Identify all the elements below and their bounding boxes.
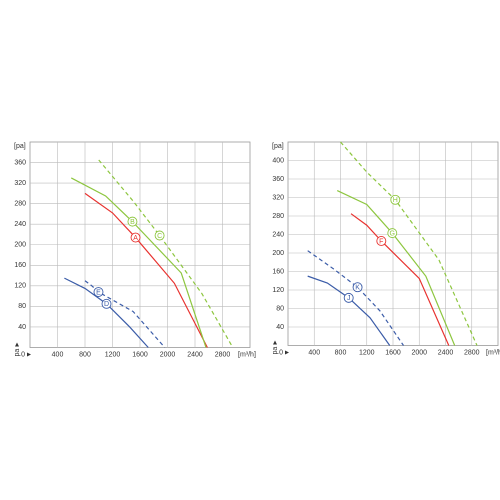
curve-marker [376, 236, 387, 246]
y-tick-label: 200 [14, 242, 26, 249]
curve-label: E [96, 289, 101, 296]
curve-marker [130, 232, 141, 243]
curve-marker [387, 228, 398, 239]
x-tick-label: 2000 [411, 349, 427, 356]
x-tick-label: 2800 [464, 349, 480, 356]
curve-marker [352, 282, 363, 293]
y-tick-label: 360 [14, 159, 26, 166]
curve-label: K [355, 285, 360, 292]
curve-label: A [133, 235, 138, 242]
y-tick-label: 280 [272, 213, 284, 220]
y-tick-label: 80 [18, 303, 26, 310]
x-axis-label: [m³/h] [238, 351, 256, 358]
curve-marker [343, 292, 354, 303]
y-axis-label-bottom: pa [14, 349, 21, 357]
curve-label: D [104, 301, 109, 308]
curve [98, 159, 234, 348]
y-tick-label: 120 [272, 287, 284, 294]
y-tick-label: 400 [272, 157, 284, 164]
curve-marker [390, 194, 401, 205]
origin-arrow [285, 350, 289, 355]
origin-arrow [27, 352, 31, 357]
origin-label: 0 [279, 349, 283, 356]
origin-label: 0 [21, 351, 25, 358]
curve [340, 141, 478, 346]
x-tick-label: 1200 [105, 351, 121, 358]
y-axis-label-bottom: pa [272, 347, 279, 355]
curve [84, 192, 208, 348]
x-tick-label: 400 [308, 349, 320, 356]
y-tick-label: 40 [18, 324, 26, 331]
x-tick-label: 1200 [359, 349, 375, 356]
y-tick-label: 320 [14, 180, 26, 187]
x-tick-label: 1600 [132, 351, 148, 358]
y-axis-label: [pa] [14, 143, 26, 150]
y-tick-label: 240 [272, 231, 284, 238]
y-tick-label: 240 [14, 221, 26, 228]
curve-label: J [347, 295, 351, 302]
curve-marker [154, 230, 165, 241]
curve [336, 190, 456, 346]
y-arrow [15, 342, 19, 347]
curve [350, 213, 450, 346]
y-tick-label: 160 [14, 262, 26, 269]
x-tick-label: 2400 [187, 351, 203, 358]
x-axis-label: [m³/h] [486, 349, 500, 356]
x-tick-label: 1600 [385, 349, 401, 356]
curve-marker [127, 216, 138, 227]
chart: 40 80 120 160 200 240 280 320 360 400 400 800 1200 16… [272, 141, 500, 356]
curve-label: H [393, 197, 398, 204]
x-tick-label: 800 [335, 349, 347, 356]
y-tick-label: 80 [276, 305, 284, 312]
curve-label: C [157, 233, 162, 240]
y-tick-label: 160 [272, 268, 284, 275]
y-arrow [273, 340, 277, 345]
x-tick-label: 400 [52, 351, 64, 358]
y-tick-label: 320 [272, 194, 284, 201]
curve-marker [93, 287, 104, 297]
x-tick-label: 2400 [438, 349, 454, 356]
y-tick-label: 360 [272, 176, 284, 183]
curve-marker [101, 298, 112, 309]
x-tick-label: 2000 [160, 351, 176, 358]
y-tick-label: 40 [276, 324, 284, 331]
x-tick-label: 800 [79, 351, 91, 358]
y-tick-label: 280 [14, 200, 26, 207]
curve [307, 275, 391, 346]
y-tick-label: 120 [14, 283, 26, 290]
y-axis-label: [pa] [272, 143, 284, 150]
y-tick-label: 200 [272, 250, 284, 257]
curve [307, 250, 404, 346]
x-tick-label: 2800 [215, 351, 231, 358]
curve-label: G [390, 230, 395, 237]
curve-label: F [379, 238, 383, 245]
curve-label: B [130, 219, 135, 226]
curve [64, 277, 149, 348]
chart: 40 80 120 160 200 240 280 320 360 400 800 1200 1600 2… [14, 141, 256, 358]
